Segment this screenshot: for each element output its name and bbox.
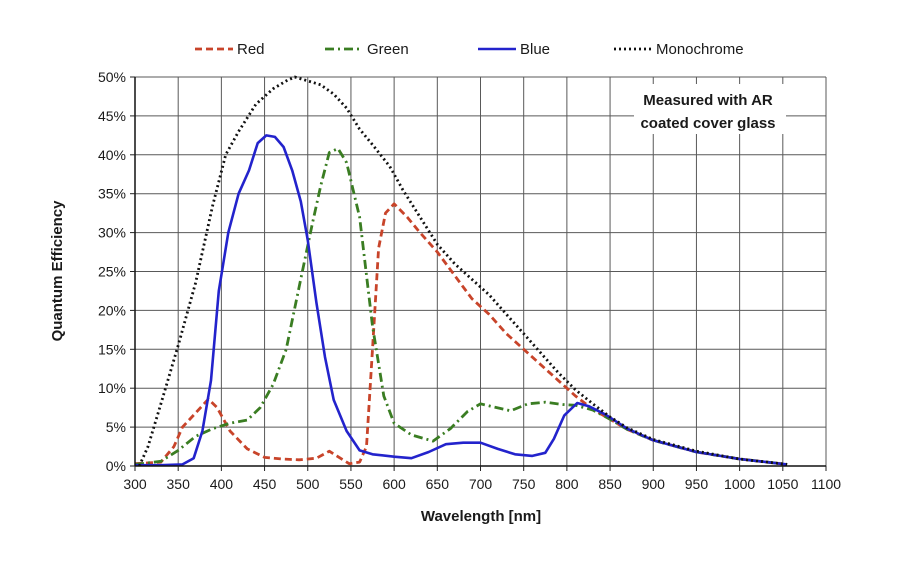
legend-label-green: Green bbox=[367, 41, 409, 58]
annotation-box-bg bbox=[634, 84, 786, 134]
annotation-line-1: Measured with AR bbox=[643, 92, 773, 109]
x-tick-label: 700 bbox=[469, 476, 493, 492]
x-tick-label: 850 bbox=[598, 476, 622, 492]
series-layer bbox=[134, 75, 788, 467]
y-tick-label: 45% bbox=[98, 108, 126, 124]
x-tick-label: 500 bbox=[296, 476, 320, 492]
annotation-box: Measured with AR coated cover glass bbox=[634, 84, 786, 134]
y-tick-label: 20% bbox=[98, 302, 126, 318]
x-tick-label: 1050 bbox=[767, 476, 798, 492]
annotation-line-2: coated cover glass bbox=[640, 115, 775, 132]
y-tick-label: 0% bbox=[106, 458, 126, 474]
y-tick-label: 10% bbox=[98, 380, 126, 396]
x-tick-label: 650 bbox=[426, 476, 450, 492]
tick-layer: 300 350 400 450 500 550 600 650 700 750 800 850 900 9… bbox=[98, 69, 841, 492]
legend-label-blue: Blue bbox=[520, 41, 550, 58]
y-tick-label: 40% bbox=[98, 147, 126, 163]
x-tick-label: 1000 bbox=[724, 476, 755, 492]
legend-label-red: Red bbox=[237, 41, 265, 58]
y-axis-title: Quantum Efficiency bbox=[49, 200, 66, 342]
legend-label-monochrome: Monochrome bbox=[656, 41, 744, 58]
y-tick-label: 5% bbox=[106, 419, 126, 435]
y-tick-label: 15% bbox=[98, 341, 126, 357]
x-tick-label: 600 bbox=[382, 476, 406, 492]
x-tick-label: 900 bbox=[642, 476, 666, 492]
y-tick-label: 25% bbox=[98, 264, 126, 280]
y-tick-label: 50% bbox=[98, 69, 126, 85]
y-tick-label: 30% bbox=[98, 225, 126, 241]
series-line-blue bbox=[135, 134, 788, 467]
x-tick-label: 450 bbox=[253, 476, 277, 492]
x-tick-label: 800 bbox=[555, 476, 579, 492]
y-tick-label: 35% bbox=[98, 186, 126, 202]
series-line-red bbox=[134, 202, 788, 466]
x-tick-label: 750 bbox=[512, 476, 536, 492]
legend: Red Green Blue Monochrome bbox=[195, 41, 744, 58]
x-tick-label: 400 bbox=[210, 476, 234, 492]
x-tick-label: 1100 bbox=[811, 476, 841, 492]
x-tick-label: 550 bbox=[339, 476, 363, 492]
series-line-green bbox=[134, 147, 788, 466]
x-tick-label: 300 bbox=[123, 476, 147, 492]
x-axis-title: Wavelength [nm] bbox=[421, 508, 541, 525]
grid-layer bbox=[134, 76, 827, 467]
x-tick-label: 950 bbox=[685, 476, 709, 492]
x-tick-label: 350 bbox=[167, 476, 191, 492]
